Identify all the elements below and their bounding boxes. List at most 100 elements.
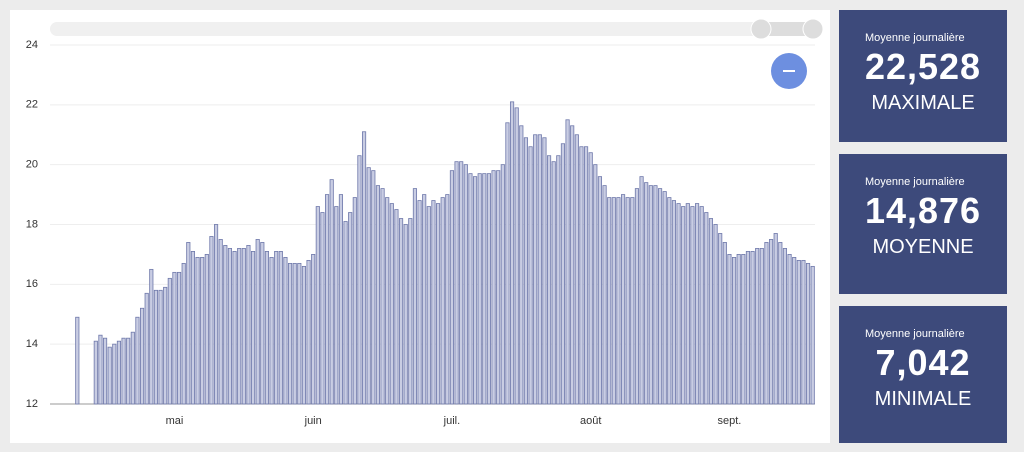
bar (287, 262, 293, 405)
card-caption: MINIMALE (874, 388, 972, 410)
range-handle-right[interactable] (802, 18, 824, 40)
bar (204, 254, 209, 405)
bar (246, 245, 251, 405)
bar (537, 134, 542, 405)
x-tick-label: août (580, 415, 601, 427)
bar (144, 292, 149, 405)
bar (320, 212, 325, 405)
bar (403, 224, 408, 405)
bar (486, 173, 492, 405)
bar (167, 277, 172, 405)
bar (306, 259, 311, 405)
bar (338, 194, 344, 405)
bar (787, 254, 792, 405)
bar (260, 242, 265, 405)
y-tick-label: 20 (26, 159, 38, 171)
bar (274, 251, 279, 405)
bar (366, 167, 371, 405)
bar (704, 212, 709, 405)
bar (505, 122, 510, 405)
bar (718, 233, 723, 405)
bar (463, 164, 468, 405)
y-tick-label: 14 (26, 338, 38, 350)
bar (662, 191, 667, 405)
bar (153, 289, 159, 405)
bar (630, 197, 635, 405)
bar (176, 271, 182, 405)
bar (681, 206, 686, 405)
bar (158, 289, 163, 405)
bar (135, 316, 140, 405)
bar (218, 239, 223, 405)
bar (745, 251, 751, 405)
bar (357, 155, 362, 405)
bar (583, 146, 589, 405)
bar (417, 200, 422, 405)
bar (241, 248, 246, 405)
bar (607, 197, 612, 405)
bar (634, 188, 640, 405)
bar (385, 197, 390, 405)
y-tick-label: 16 (26, 278, 38, 290)
bar (546, 155, 552, 405)
bar (519, 125, 524, 405)
bar (496, 170, 501, 405)
bar (361, 131, 367, 405)
bar (380, 188, 385, 405)
bar (445, 194, 450, 405)
bar (389, 203, 394, 405)
bar (209, 236, 214, 405)
bar (648, 185, 653, 405)
bar (773, 233, 778, 405)
bar (741, 254, 746, 405)
bar (750, 251, 755, 405)
bar (412, 188, 418, 405)
bar (227, 248, 233, 405)
card-value: 14,876 (864, 190, 982, 231)
x-tick-label: mai (166, 415, 184, 427)
bar (542, 137, 547, 405)
bar (435, 203, 441, 405)
bar (611, 197, 616, 405)
bar (477, 173, 482, 405)
bar (139, 307, 145, 405)
bar (676, 203, 681, 405)
bar (334, 206, 339, 405)
bar (722, 242, 727, 405)
card-label: Moyenne journalière (865, 328, 965, 340)
bar (523, 137, 529, 405)
bar (264, 251, 270, 405)
stat-card: Moyenne journalière 14,876 MOYENNE (839, 154, 1007, 294)
bar (459, 161, 464, 405)
bar (375, 185, 381, 405)
bar (163, 286, 168, 405)
bar (149, 268, 154, 405)
bar (755, 248, 760, 405)
bar (343, 221, 348, 405)
bar (657, 188, 663, 405)
bar (699, 206, 704, 405)
bar (685, 203, 690, 405)
bar (371, 170, 376, 405)
range-handle-left[interactable] (750, 18, 772, 40)
bar (764, 242, 769, 405)
bar (588, 152, 593, 405)
bar (778, 242, 783, 405)
bar (694, 203, 700, 405)
bar (398, 218, 404, 405)
bar (533, 134, 538, 405)
bar (500, 164, 505, 405)
bar (352, 197, 357, 405)
bar (232, 251, 237, 405)
bar (311, 254, 316, 405)
bar (223, 245, 228, 405)
bar (283, 257, 288, 405)
bar (616, 197, 621, 405)
bar (731, 257, 737, 405)
bar (528, 146, 533, 405)
zoom-out-button[interactable] (771, 53, 807, 89)
bar (454, 161, 459, 405)
y-tick-label: 18 (26, 218, 38, 230)
bar (579, 146, 584, 405)
y-tick-label: 12 (26, 398, 38, 410)
